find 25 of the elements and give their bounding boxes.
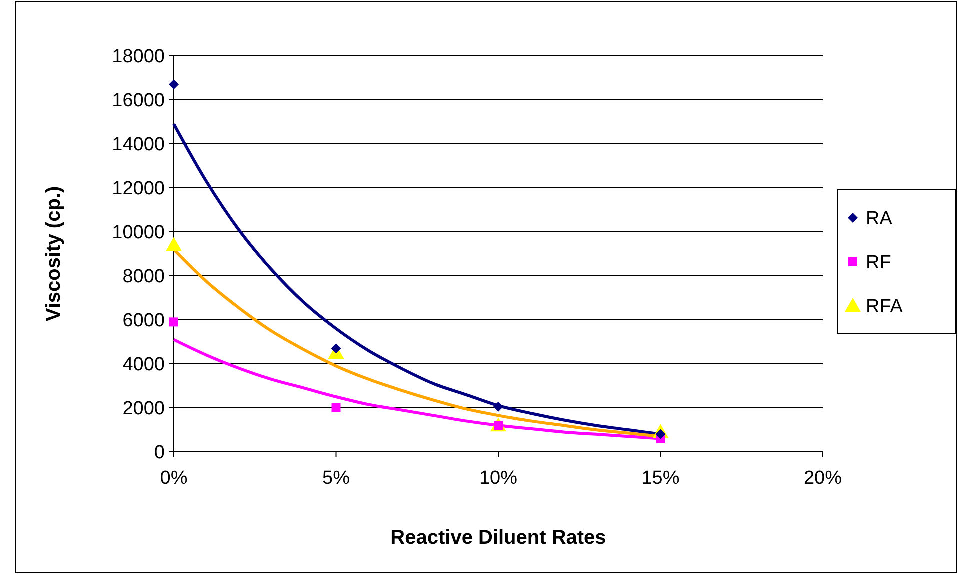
x-tick-label: 10%	[479, 468, 518, 489]
point	[494, 402, 504, 412]
point	[332, 404, 341, 412]
y-tick-label: 2000	[122, 398, 165, 420]
x-tick-label: 15%	[642, 468, 680, 489]
y-tick-label: 10000	[112, 222, 165, 244]
y-tick-label: 16000	[112, 90, 165, 112]
x-axis-title: Reactive Diluent Rates	[390, 527, 606, 549]
y-tick-label: 8000	[122, 266, 165, 288]
legend-label: RFA	[866, 296, 904, 318]
y-tick-label: 4000	[122, 354, 165, 376]
y-tick-label: 18000	[112, 46, 165, 68]
point	[166, 237, 182, 252]
legend-label: RF	[866, 252, 892, 274]
y-tick-label: 14000	[112, 134, 165, 156]
y-axis-title: Viscosity (cp.)	[43, 186, 65, 322]
x-tick-label: 20%	[804, 468, 842, 489]
x-tick-label: 5%	[322, 468, 350, 489]
legend-label: RA	[866, 208, 893, 230]
y-tick-label: 0	[154, 442, 165, 464]
y-tick-label: 6000	[122, 310, 165, 332]
y-tick-label: 12000	[112, 178, 165, 200]
point	[169, 80, 179, 90]
point	[331, 344, 342, 354]
x-tick-label: 0%	[160, 468, 188, 489]
